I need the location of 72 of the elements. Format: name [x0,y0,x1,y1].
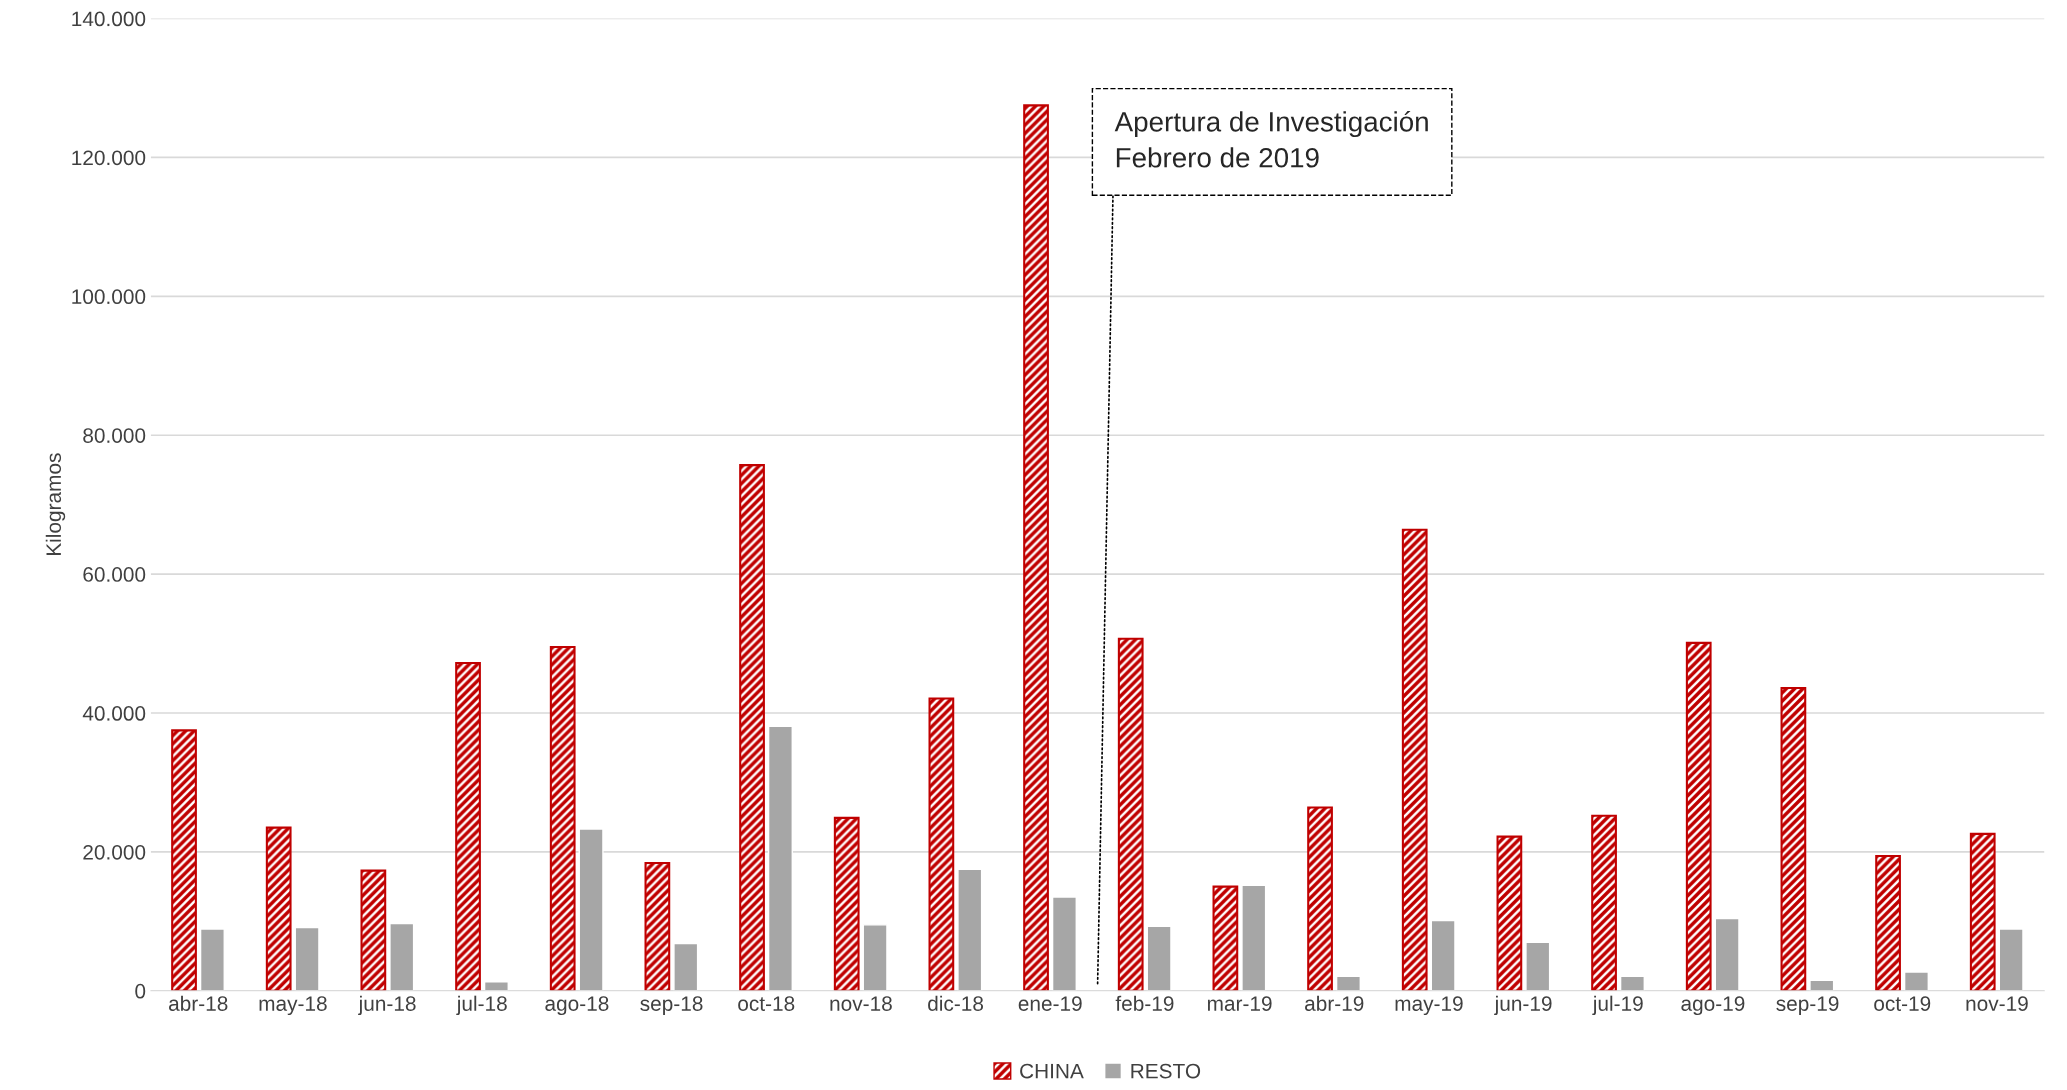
legend-label: RESTO [1131,1063,1201,1079]
x-tick-label: feb-19 [1115,995,1174,1011]
y-tick-label: 0 [135,983,146,999]
bar [1780,686,1807,991]
x-tick-label: abr-19 [1305,995,1364,1011]
bar [1307,806,1333,991]
bar [549,646,576,991]
bar [1401,528,1428,991]
bar [739,464,765,991]
bar [1969,832,1996,991]
x-tick-label: jun-18 [358,995,416,1016]
bar [1903,971,1929,991]
x-tick-label: ago-19 [1681,996,1745,1016]
x-tick-label: ene-19 [1018,996,1082,1011]
bar [578,828,604,991]
bar [1591,814,1617,991]
x-tick-label: dic-18 [928,995,984,1011]
bar [1496,835,1523,991]
legend-label: CHINA [1020,1063,1084,1079]
bar [360,869,387,991]
x-tick-label: ago-18 [545,996,609,1016]
bar [1146,925,1172,991]
x-tick-label: oct-19 [1874,996,1931,1011]
bar [862,924,888,991]
bar [294,926,320,991]
bar [1685,641,1712,991]
x-tick-label: mar-19 [1207,996,1272,1011]
bar [1051,896,1077,991]
bar [265,826,292,991]
y-tick-label: 100.000 [72,289,146,305]
x-tick-label: jul-18 [456,995,507,1016]
bar [644,861,671,991]
bar [673,942,699,991]
bar [389,922,415,991]
y-axis-title: Kilogramos [45,453,66,556]
x-tick-label: nov-19 [1966,996,2028,1011]
x-tick-label: oct-18 [738,996,795,1011]
x-tick-label: jul-19 [1592,995,1643,1016]
bar [483,981,509,991]
x-tick-label: sep-18 [640,996,703,1016]
bar [1023,104,1049,991]
bar [1335,975,1361,991]
bar [455,661,481,991]
y-tick-label: 20.000 [83,844,146,860]
annotation: Apertura de Investigación Febrero de 2019 [1114,110,1428,168]
bar [1714,917,1740,991]
x-tick-label: abr-18 [169,995,228,1011]
bar [833,816,860,991]
y-tick-label: 40.000 [82,706,146,721]
y-tick-label: 60.000 [83,567,146,582]
y-tick-label: 140.000 [72,11,146,27]
bar [928,697,955,991]
y-tick-label: 80.000 [83,428,146,443]
x-tick-label: may-18 [259,996,327,1016]
bar [1212,885,1239,991]
bar [1525,941,1551,991]
bar [171,729,197,991]
bar [957,868,983,991]
x-tick-label: nov-18 [830,996,892,1011]
y-tick-label: 120.000 [72,150,146,166]
x-tick-label: sep-19 [1776,996,1839,1016]
bar [1241,884,1267,991]
bar [1875,855,1901,991]
x-tick-label: jun-19 [1494,995,1552,1016]
bar [1619,975,1645,991]
x-tick-label: may-19 [1395,996,1463,1016]
bar [1430,919,1456,991]
bar [1998,928,2024,991]
bar [199,928,225,991]
bar [1809,979,1835,991]
bar [1117,637,1144,991]
bar [767,725,793,991]
